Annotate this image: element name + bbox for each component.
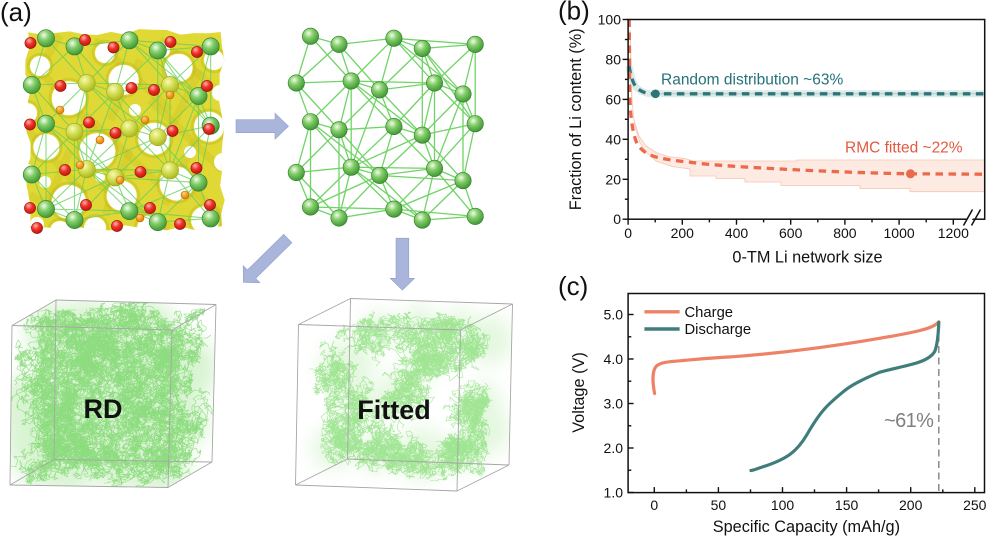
svg-text:Discharge: Discharge <box>685 322 752 338</box>
svg-text:Specific Capacity (mAh/g): Specific Capacity (mAh/g) <box>713 518 900 536</box>
svg-text:Charge: Charge <box>685 305 734 321</box>
svg-text:(c): (c) <box>558 271 588 301</box>
svg-text:(a): (a) <box>0 0 32 27</box>
svg-text:50: 50 <box>711 497 727 513</box>
svg-text:80: 80 <box>605 51 621 67</box>
svg-text:~61%: ~61% <box>884 410 934 432</box>
svg-text:Fraction of Li content (%): Fraction of Li content (%) <box>567 28 585 210</box>
svg-text:100: 100 <box>598 12 622 28</box>
svg-text:4.0: 4.0 <box>604 351 624 367</box>
svg-text:1.0: 1.0 <box>604 485 624 501</box>
svg-text:0: 0 <box>650 497 658 513</box>
svg-text:150: 150 <box>835 497 859 513</box>
svg-text:600: 600 <box>779 225 803 241</box>
svg-text:3.0: 3.0 <box>604 396 624 412</box>
svg-text:(b): (b) <box>558 0 590 26</box>
svg-text:Random distribution ~63%: Random distribution ~63% <box>661 72 843 89</box>
svg-text:200: 200 <box>899 497 923 513</box>
svg-text:20: 20 <box>605 171 621 187</box>
svg-text:250: 250 <box>963 497 987 513</box>
svg-text:400: 400 <box>725 225 749 241</box>
svg-text:5.0: 5.0 <box>604 307 624 323</box>
svg-text:Voltage (V): Voltage (V) <box>570 352 588 433</box>
svg-text:40: 40 <box>605 131 621 147</box>
svg-text:1000: 1000 <box>884 225 915 241</box>
svg-text:Fitted: Fitted <box>357 395 431 425</box>
svg-text:0: 0 <box>624 225 632 241</box>
svg-text:0-TM Li network size: 0-TM Li network size <box>732 249 882 267</box>
svg-text:RMC fitted ~22%: RMC fitted ~22% <box>845 140 963 157</box>
svg-text:60: 60 <box>605 91 621 107</box>
svg-text:RD: RD <box>84 394 123 424</box>
svg-text:100: 100 <box>771 497 795 513</box>
svg-text:1200: 1200 <box>938 225 969 241</box>
svg-text:2.0: 2.0 <box>604 440 624 456</box>
svg-text:800: 800 <box>833 225 857 241</box>
svg-text:200: 200 <box>671 225 695 241</box>
svg-text:0: 0 <box>613 211 621 227</box>
